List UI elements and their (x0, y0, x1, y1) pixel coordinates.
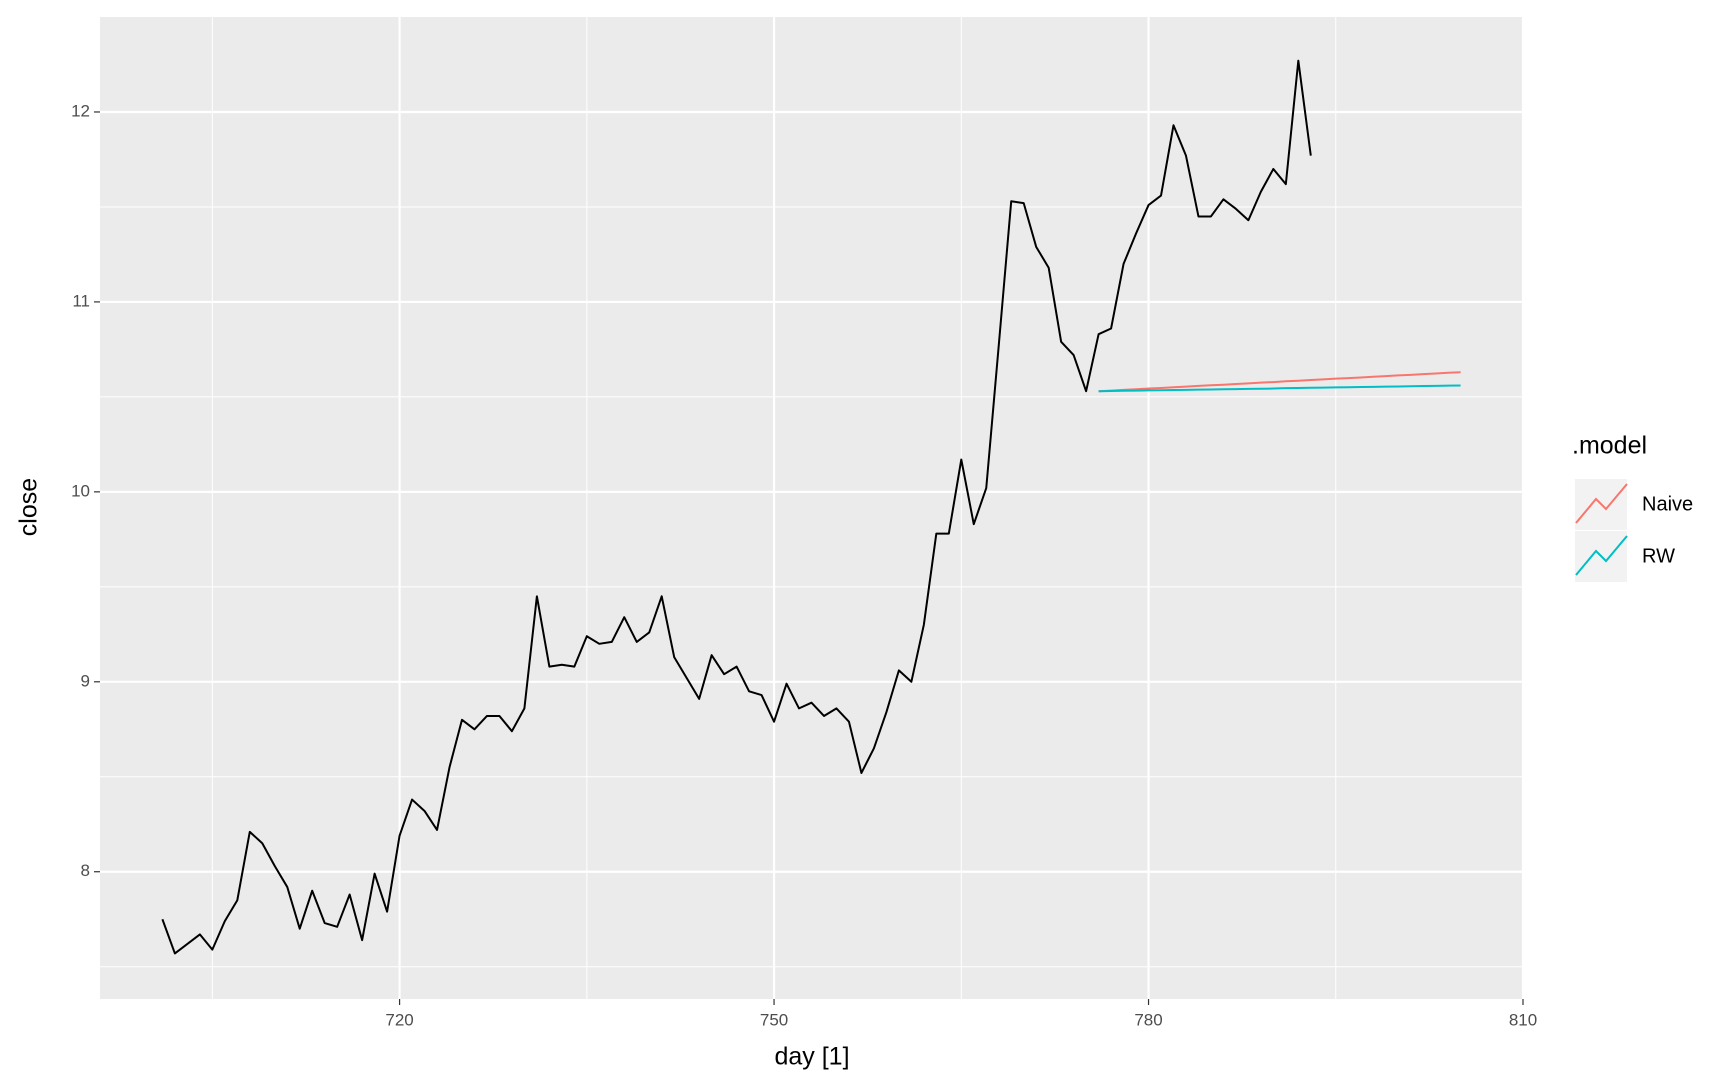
panel (100, 17, 1523, 999)
x-tick-label: 780 (1134, 1010, 1162, 1029)
legend-label: Naive (1642, 493, 1693, 515)
legend-label: RW (1642, 545, 1675, 567)
y-tick-label: 9 (81, 671, 90, 690)
history-line (161, 59, 1312, 955)
legend-title: .model (1572, 432, 1647, 460)
x-tick-label: 750 (760, 1010, 788, 1029)
x-tick-label: 810 (1509, 1010, 1537, 1029)
y-tick-label: 10 (71, 481, 90, 500)
legend-symbol (1575, 535, 1628, 576)
forecast-line (1098, 384, 1461, 393)
forecast-line (1098, 371, 1461, 393)
y-tick-label: 12 (71, 101, 90, 120)
y-tick-label: 11 (72, 291, 90, 310)
legend-symbol (1575, 483, 1628, 524)
y-axis-title: close (15, 478, 43, 536)
y-tick-label: 8 (81, 861, 90, 880)
x-tick-label: 720 (385, 1010, 413, 1029)
x-axis-title: day [1] (774, 1043, 849, 1071)
